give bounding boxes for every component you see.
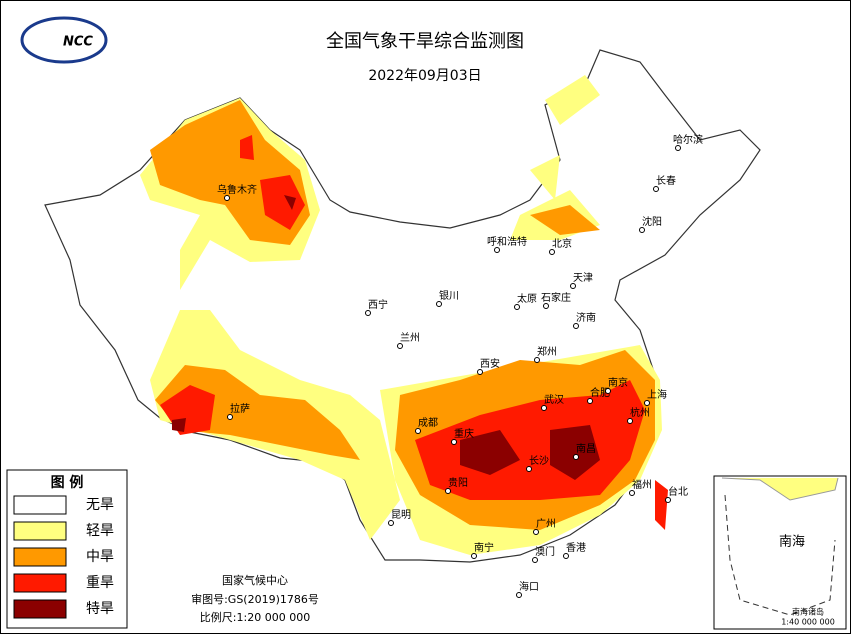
city-dot [563,553,569,559]
city-label: 沈阳 [642,215,662,228]
legend-label: 重旱 [86,575,114,591]
city-label: 杭州 [630,406,650,419]
city-label: 太原 [517,292,537,305]
city-dot [541,405,547,411]
city-label: 西安 [480,357,500,370]
city-label: 哈尔滨 [673,133,703,146]
inset-caption: 南海诸岛 [792,607,824,617]
city-label: 成都 [418,417,438,429]
approval: 审图号:GS(2019)1786号 [191,592,319,606]
city-label: 济南 [576,311,596,324]
city-label: 西宁 [368,298,388,311]
city-label: 石家庄 [541,291,571,304]
city-label: 南京 [608,376,628,389]
city-label: 呼和浩特 [487,236,527,248]
city-label: 昆明 [391,509,411,521]
city-dot [397,343,403,349]
inset-land [721,477,839,501]
city-label: 乌鲁木齐 [217,183,257,196]
city-dot [665,497,671,503]
city-label: 银川 [439,289,459,302]
agency: 国家气候中心 [222,573,288,587]
city-dot [388,520,394,526]
city-label: 福州 [632,478,652,491]
scale: 比例尺:1:20 000 000 [200,610,310,624]
city-dot [532,557,538,563]
city-dot [227,414,233,420]
city-label: 北京 [552,237,572,250]
legend-swatch [13,521,67,541]
city-label: 上海 [647,388,667,401]
city-dot [477,369,483,375]
city-label: 贵阳 [448,476,468,489]
city-dot [494,247,500,253]
city-dot [570,283,576,289]
city-dot [629,490,635,496]
city-dot [653,186,659,192]
drought-severe [160,135,668,530]
legend-title: 图 例 [51,474,84,491]
city-dot [445,488,451,494]
city-dot [365,310,371,316]
city-label: 长沙 [529,455,549,467]
city-dot [514,304,520,310]
city-label: 合肥 [590,386,610,399]
inset: 南海 南海诸岛 1:40 000 000 [713,475,847,630]
city-dot [573,323,579,329]
city-label: 武汉 [544,393,564,406]
legend-label: 特旱 [86,601,114,617]
city-label: 澳门 [535,545,555,558]
city-label: 郑州 [537,345,557,358]
city-dot [675,145,681,151]
city-dot [573,454,579,460]
city-label: 南宁 [474,541,494,554]
date: 2022年09月03日 [368,68,481,84]
legend-label: 轻旱 [86,523,114,539]
city-label: 长春 [656,175,676,187]
city-dot [526,466,532,472]
title: 全国气象干旱综合监测图 [326,31,524,52]
city-dot [451,439,457,445]
inset-scale: 1:40 000 000 [781,618,835,627]
city-dot [436,301,442,307]
city-label: 海口 [519,580,539,593]
legend-swatch [13,547,67,567]
logo: NCC [20,16,108,64]
legend-label: 无旱 [86,497,114,513]
city-dot [534,357,540,363]
city-label: 香港 [566,542,586,554]
inset-boundary [724,494,836,616]
city-dot [533,529,539,535]
city-dot [471,553,477,559]
inset-box [713,475,847,630]
city-label: 重庆 [454,427,474,440]
city-dot [587,398,593,404]
city-label: 广州 [536,518,556,530]
city-label: 台北 [668,485,688,498]
logo-text: NCC [63,35,93,50]
city-label: 天津 [573,272,593,284]
city-label: 拉萨 [230,402,250,415]
legend-swatch [13,599,67,619]
city-dot [644,400,650,406]
city-label: 兰州 [400,331,420,344]
legend-swatch [13,573,67,593]
legend-label: 中旱 [86,549,114,565]
city-dot [516,592,522,598]
city-dot [415,428,421,434]
city-dot [549,249,555,255]
city-dot [639,227,645,233]
city-dot [224,195,230,201]
city-dot [627,418,633,424]
city-label: 南昌 [576,442,596,455]
city-dot [605,388,611,394]
drought-extreme [172,195,600,480]
legend-swatch [13,495,67,515]
inset-title: 南海 [779,534,805,550]
map [44,49,761,563]
city-dot [543,303,549,309]
